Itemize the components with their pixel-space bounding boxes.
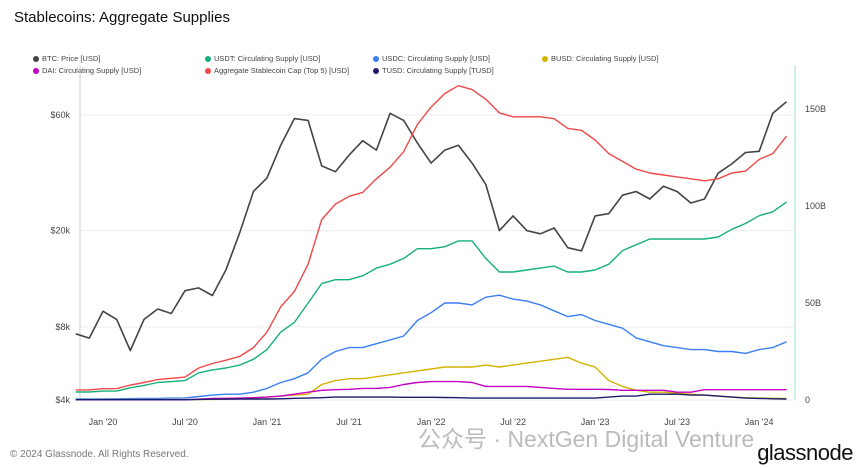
legend-item[interactable]: USDC: Circulating Supply [USD] bbox=[373, 54, 490, 63]
legend-label: DAI: Circulating Supply [USD] bbox=[42, 66, 142, 75]
right-tick-label: 50B bbox=[805, 298, 821, 308]
watermark: 公众号 · NextGen Digital Venture bbox=[418, 426, 755, 452]
legend-dot-icon bbox=[373, 55, 379, 62]
legend-label: USDT: Circulating Supply [USD] bbox=[214, 54, 321, 63]
legend-dot-icon bbox=[33, 55, 39, 62]
chart-title: Stablecoins: Aggregate Supplies bbox=[14, 9, 230, 26]
legend-dot-icon bbox=[33, 67, 39, 74]
copyright: © 2024 Glassnode. All Rights Reserved. bbox=[10, 449, 189, 460]
legend-dot-icon bbox=[205, 55, 211, 62]
series-line-3 bbox=[75, 356, 787, 401]
x-tick-label: Jan '24 bbox=[745, 417, 774, 427]
legend-label: Aggregate Stablecoin Cap (Top 5) [USD] bbox=[214, 66, 350, 75]
legend-label: BTC: Price [USD] bbox=[42, 54, 101, 63]
x-tick-label: Jan '23 bbox=[581, 417, 610, 427]
legend-dot-icon bbox=[205, 67, 211, 74]
legend-label: TUSD: Circulating Supply [TUSD] bbox=[382, 66, 494, 75]
legend-item[interactable]: USDT: Circulating Supply [USD] bbox=[205, 54, 320, 63]
series-line-6 bbox=[75, 393, 787, 401]
x-tick-label: Jul '20 bbox=[172, 417, 198, 427]
glassnode-logo: glassnode bbox=[757, 440, 853, 465]
series-line-5 bbox=[75, 84, 788, 391]
legend-dot-icon bbox=[542, 55, 548, 62]
x-tick-label: Jul '22 bbox=[500, 417, 526, 427]
legend-item[interactable]: Aggregate Stablecoin Cap (Top 5) [USD] bbox=[205, 66, 349, 75]
right-tick-label: 0 bbox=[805, 395, 810, 405]
right-tick-label: 100B bbox=[805, 201, 826, 211]
left-tick-label: $4k bbox=[55, 395, 70, 405]
series-line-2 bbox=[75, 294, 787, 400]
left-tick-label: $20k bbox=[50, 226, 70, 236]
legend-item[interactable]: BTC: Price [USD] bbox=[33, 54, 100, 63]
legend-label: BUSD: Circulating Supply [USD] bbox=[551, 54, 659, 63]
series-line-0 bbox=[75, 101, 788, 352]
x-tick-label: Jan '21 bbox=[253, 417, 282, 427]
x-tick-label: Jan '22 bbox=[417, 417, 446, 427]
legend-label: USDC: Circulating Supply [USD] bbox=[382, 54, 490, 63]
left-tick-label: $8k bbox=[55, 322, 70, 332]
legend-item[interactable]: TUSD: Circulating Supply [TUSD] bbox=[373, 66, 494, 75]
x-tick-label: Jul '23 bbox=[664, 417, 690, 427]
x-tick-label: Jan '20 bbox=[89, 417, 118, 427]
x-tick-label: Jul '21 bbox=[336, 417, 362, 427]
legend-item[interactable]: BUSD: Circulating Supply [USD] bbox=[542, 54, 659, 63]
left-tick-label: $60k bbox=[50, 110, 70, 120]
series-line-1 bbox=[75, 201, 787, 393]
right-tick-label: 150B bbox=[805, 104, 826, 114]
legend-dot-icon bbox=[373, 67, 379, 74]
legend-item[interactable]: DAI: Circulating Supply [USD] bbox=[33, 66, 141, 75]
